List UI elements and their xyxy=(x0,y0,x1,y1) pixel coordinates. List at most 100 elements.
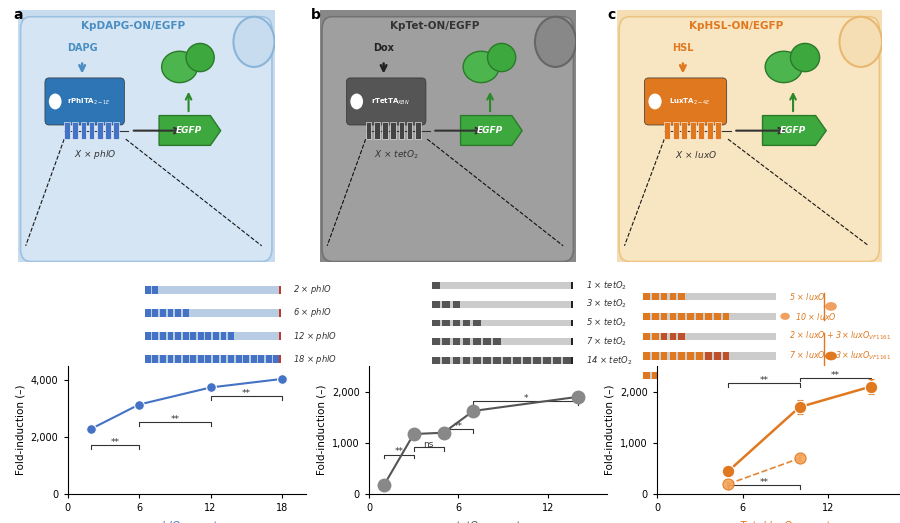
Circle shape xyxy=(648,93,662,110)
Bar xyxy=(572,301,573,308)
Bar xyxy=(681,122,687,139)
Bar xyxy=(374,122,380,139)
Bar xyxy=(652,293,659,300)
Bar xyxy=(493,357,500,364)
Bar xyxy=(673,122,679,139)
Bar xyxy=(705,353,712,360)
Bar xyxy=(198,332,203,340)
Bar xyxy=(72,122,78,139)
Bar xyxy=(714,313,721,320)
Bar xyxy=(697,372,703,379)
Bar xyxy=(432,320,440,326)
Bar xyxy=(365,122,372,139)
Bar xyxy=(220,332,227,340)
Ellipse shape xyxy=(162,51,198,83)
Ellipse shape xyxy=(186,43,214,72)
Bar xyxy=(213,355,219,363)
Bar xyxy=(145,332,151,340)
Bar xyxy=(145,332,281,340)
Bar xyxy=(266,355,272,363)
Ellipse shape xyxy=(464,51,499,83)
Text: 12 × $luxO$ + 3× $luxO_{VF1161}$: 12 × $luxO$ + 3× $luxO_{VF1161}$ xyxy=(796,370,900,382)
Bar xyxy=(572,282,573,289)
Y-axis label: Fold-induction (–): Fold-induction (–) xyxy=(15,385,25,475)
Bar xyxy=(443,357,450,364)
Bar xyxy=(391,122,396,139)
Bar xyxy=(572,338,573,345)
Text: KpHSL-ON/EGFP: KpHSL-ON/EGFP xyxy=(688,21,783,31)
Circle shape xyxy=(780,372,790,379)
Bar xyxy=(482,357,491,364)
Bar xyxy=(670,293,676,300)
Bar xyxy=(643,293,776,300)
Text: 18 × $phlO$: 18 × $phlO$ xyxy=(293,353,338,366)
Text: ns: ns xyxy=(423,440,434,449)
Bar xyxy=(463,338,471,345)
Bar xyxy=(205,332,212,340)
Text: **: ** xyxy=(242,389,251,399)
Bar xyxy=(679,372,685,379)
Bar xyxy=(228,355,234,363)
Bar xyxy=(382,122,388,139)
Bar xyxy=(503,357,511,364)
Bar xyxy=(399,122,404,139)
Bar xyxy=(643,353,776,360)
Bar xyxy=(213,332,219,340)
Bar xyxy=(661,353,668,360)
Text: EGFP: EGFP xyxy=(176,126,202,135)
Text: 12 × $phlO$: 12 × $phlO$ xyxy=(293,329,338,343)
Bar xyxy=(706,122,713,139)
Bar xyxy=(152,286,158,294)
Bar xyxy=(697,353,703,360)
Bar xyxy=(698,122,704,139)
Text: KpDAPG-ON/EGFP: KpDAPG-ON/EGFP xyxy=(81,21,185,31)
Bar xyxy=(670,353,676,360)
Bar xyxy=(176,355,181,363)
Bar xyxy=(176,309,181,317)
Circle shape xyxy=(349,93,364,110)
Bar xyxy=(160,309,166,317)
Bar xyxy=(652,372,659,379)
Bar xyxy=(661,313,668,320)
X-axis label: Total $luxO$ repeat: Total $luxO$ repeat xyxy=(739,519,832,523)
Bar xyxy=(152,309,158,317)
Bar xyxy=(670,313,676,320)
Bar xyxy=(97,122,103,139)
FancyBboxPatch shape xyxy=(619,17,879,262)
Bar xyxy=(643,313,650,320)
Bar xyxy=(205,355,212,363)
Bar xyxy=(758,372,765,379)
Text: **: ** xyxy=(760,376,769,385)
Bar xyxy=(643,293,650,300)
FancyBboxPatch shape xyxy=(45,78,124,125)
Bar xyxy=(81,122,86,139)
Bar xyxy=(160,355,166,363)
Bar xyxy=(652,353,659,360)
Text: X × $phlO$: X × $phlO$ xyxy=(74,149,116,161)
Bar xyxy=(723,353,729,360)
Text: X × $luxO$: X × $luxO$ xyxy=(675,149,717,161)
Bar xyxy=(145,286,151,294)
Bar xyxy=(432,282,573,289)
Text: rPhITA$_{2-1E}$: rPhITA$_{2-1E}$ xyxy=(67,96,111,107)
Bar xyxy=(415,122,420,139)
Bar xyxy=(741,372,747,379)
Bar xyxy=(482,338,491,345)
Text: EGFP: EGFP xyxy=(477,126,503,135)
Text: **: ** xyxy=(454,422,463,431)
Bar xyxy=(661,372,668,379)
Bar xyxy=(513,357,521,364)
Bar xyxy=(279,286,281,294)
Bar xyxy=(279,309,281,317)
Bar xyxy=(152,332,158,340)
Bar xyxy=(679,293,685,300)
Bar xyxy=(732,372,738,379)
Polygon shape xyxy=(762,116,826,145)
Polygon shape xyxy=(159,116,220,145)
Bar xyxy=(643,333,776,340)
Bar xyxy=(167,355,174,363)
Text: 14 × $tetO_2$: 14 × $tetO_2$ xyxy=(586,354,633,367)
Bar xyxy=(279,355,281,363)
Bar xyxy=(523,357,531,364)
Bar xyxy=(432,301,440,308)
